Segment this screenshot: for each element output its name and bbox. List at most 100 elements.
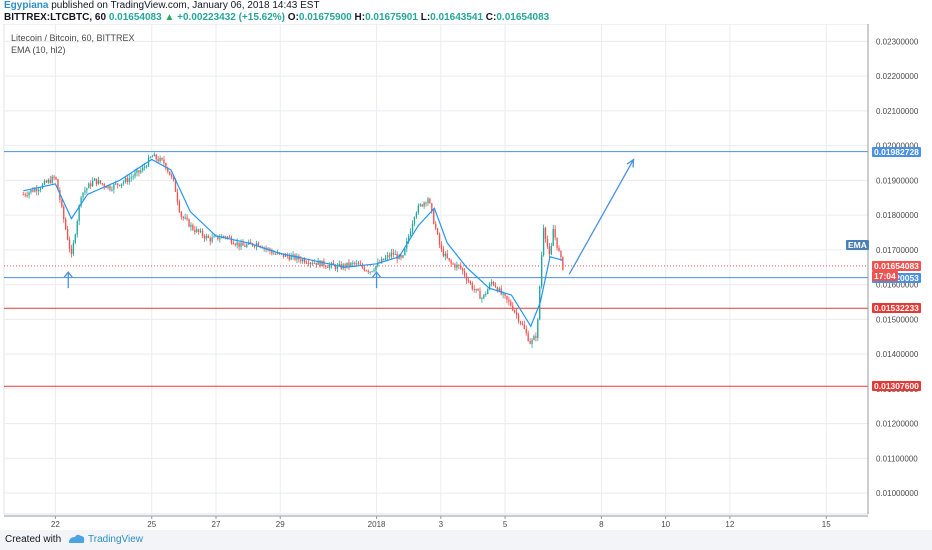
candle-body <box>292 254 294 256</box>
y-tick-label: 0.01200000 <box>876 420 919 429</box>
candle-body <box>442 249 445 257</box>
footer-brand[interactable]: TradingView <box>88 534 144 545</box>
candle-body <box>463 271 466 276</box>
candle-body <box>265 247 267 249</box>
candle-body <box>90 183 92 187</box>
y-tick-label: 0.01100000 <box>876 454 918 463</box>
plot-frame <box>3 24 869 515</box>
candle-body <box>560 250 562 258</box>
grid <box>3 24 869 515</box>
price-chart[interactable]: 0.02300000 0.02200000 0.02100000 0.02000000… <box>0 24 932 530</box>
candle-body <box>174 179 177 192</box>
candle-body <box>223 236 225 238</box>
author-name[interactable]: Egypiana <box>4 0 49 11</box>
candle-body <box>120 183 123 186</box>
level-lines <box>4 151 868 387</box>
candle-body <box>228 236 231 238</box>
candle-body <box>249 242 252 244</box>
candle-body <box>136 170 138 173</box>
candle-body <box>32 189 34 192</box>
candle-body <box>130 177 132 179</box>
candle-body <box>24 194 26 196</box>
candle-body <box>236 242 238 245</box>
legend-indicator[interactable]: EMA (10, hl2) <box>11 45 66 55</box>
candle-body <box>93 178 96 181</box>
y-tick-label: 0.01800000 <box>876 211 919 220</box>
candle-body <box>552 228 554 246</box>
candle-body <box>288 256 290 260</box>
candle-body <box>101 183 103 185</box>
x-tick-label: 5 <box>503 520 508 529</box>
candle-body <box>377 262 379 266</box>
y-tick-label: 0.02100000 <box>876 107 919 116</box>
candle-body <box>313 262 315 264</box>
candle-body <box>240 242 242 247</box>
candle-body <box>284 254 287 257</box>
candle-body <box>519 321 522 324</box>
candle-body <box>36 188 38 192</box>
candle-body <box>219 238 221 240</box>
candle-body <box>45 180 48 183</box>
candle-body <box>144 166 146 168</box>
annotations <box>63 158 635 289</box>
candle-body <box>95 178 98 185</box>
candle-body <box>192 224 194 230</box>
candle-body <box>319 260 321 267</box>
candle-body <box>91 180 94 187</box>
candle-body <box>471 283 473 290</box>
candle-body <box>59 190 61 201</box>
tradingview-logo-icon <box>69 534 85 543</box>
projection-arrow-line <box>568 159 635 275</box>
candle-body <box>149 156 152 158</box>
symbol-quote-line: BITTREX:LTCBTC, 60 0.01654083 ▲ +0.00223… <box>4 12 549 24</box>
candle-body <box>400 254 402 258</box>
candle-body <box>527 333 529 342</box>
candle-body <box>363 267 366 271</box>
low-value: 0.01643541 <box>430 12 484 23</box>
candle-body <box>61 200 63 207</box>
candle-body <box>211 237 213 242</box>
candle-body <box>502 293 504 295</box>
candle-body <box>117 183 119 185</box>
candle-body <box>490 282 493 285</box>
candle-body <box>329 265 331 268</box>
projection-arrow-head <box>626 158 635 168</box>
candle-body <box>145 166 148 168</box>
y-tick-label: 0.02300000 <box>876 37 919 46</box>
chart-area[interactable]: 0.02300000 0.02200000 0.02100000 0.02000000… <box>0 24 932 540</box>
candle-body <box>126 178 129 182</box>
candle-body <box>540 255 543 287</box>
candle-body <box>184 217 186 219</box>
candle-body <box>423 202 425 207</box>
candle-body <box>429 198 431 204</box>
candle-body <box>384 257 387 260</box>
candle-body <box>321 260 323 267</box>
candle-body <box>332 263 335 266</box>
candle-body <box>325 265 327 268</box>
candle-body <box>167 168 169 172</box>
candle-body <box>302 259 304 262</box>
candle-body <box>483 294 485 299</box>
legend-title: Litecoin / Bitcoin, 60, BITTREX <box>11 33 135 43</box>
candle-body <box>253 245 256 247</box>
candle-body <box>367 270 369 272</box>
candle-body <box>244 245 246 247</box>
candle-body <box>461 268 464 272</box>
candle-body <box>257 243 260 246</box>
candle-body <box>456 264 458 268</box>
candle-body <box>213 236 215 238</box>
candle-body <box>475 288 477 290</box>
price-change: +0.00223432 (+15.62%) <box>177 12 286 23</box>
candle-body <box>542 227 545 256</box>
candle-body <box>118 184 121 186</box>
candle-body <box>546 238 549 247</box>
candle-body <box>334 265 337 270</box>
candle-body <box>57 179 59 191</box>
candle-body <box>115 183 117 185</box>
candle-body <box>529 341 531 344</box>
candle-body <box>38 189 40 192</box>
published-text: published on TradingView.com, January 06… <box>51 0 320 11</box>
candle-body <box>169 171 171 176</box>
candle-body <box>178 201 181 212</box>
candle-body <box>504 293 506 296</box>
